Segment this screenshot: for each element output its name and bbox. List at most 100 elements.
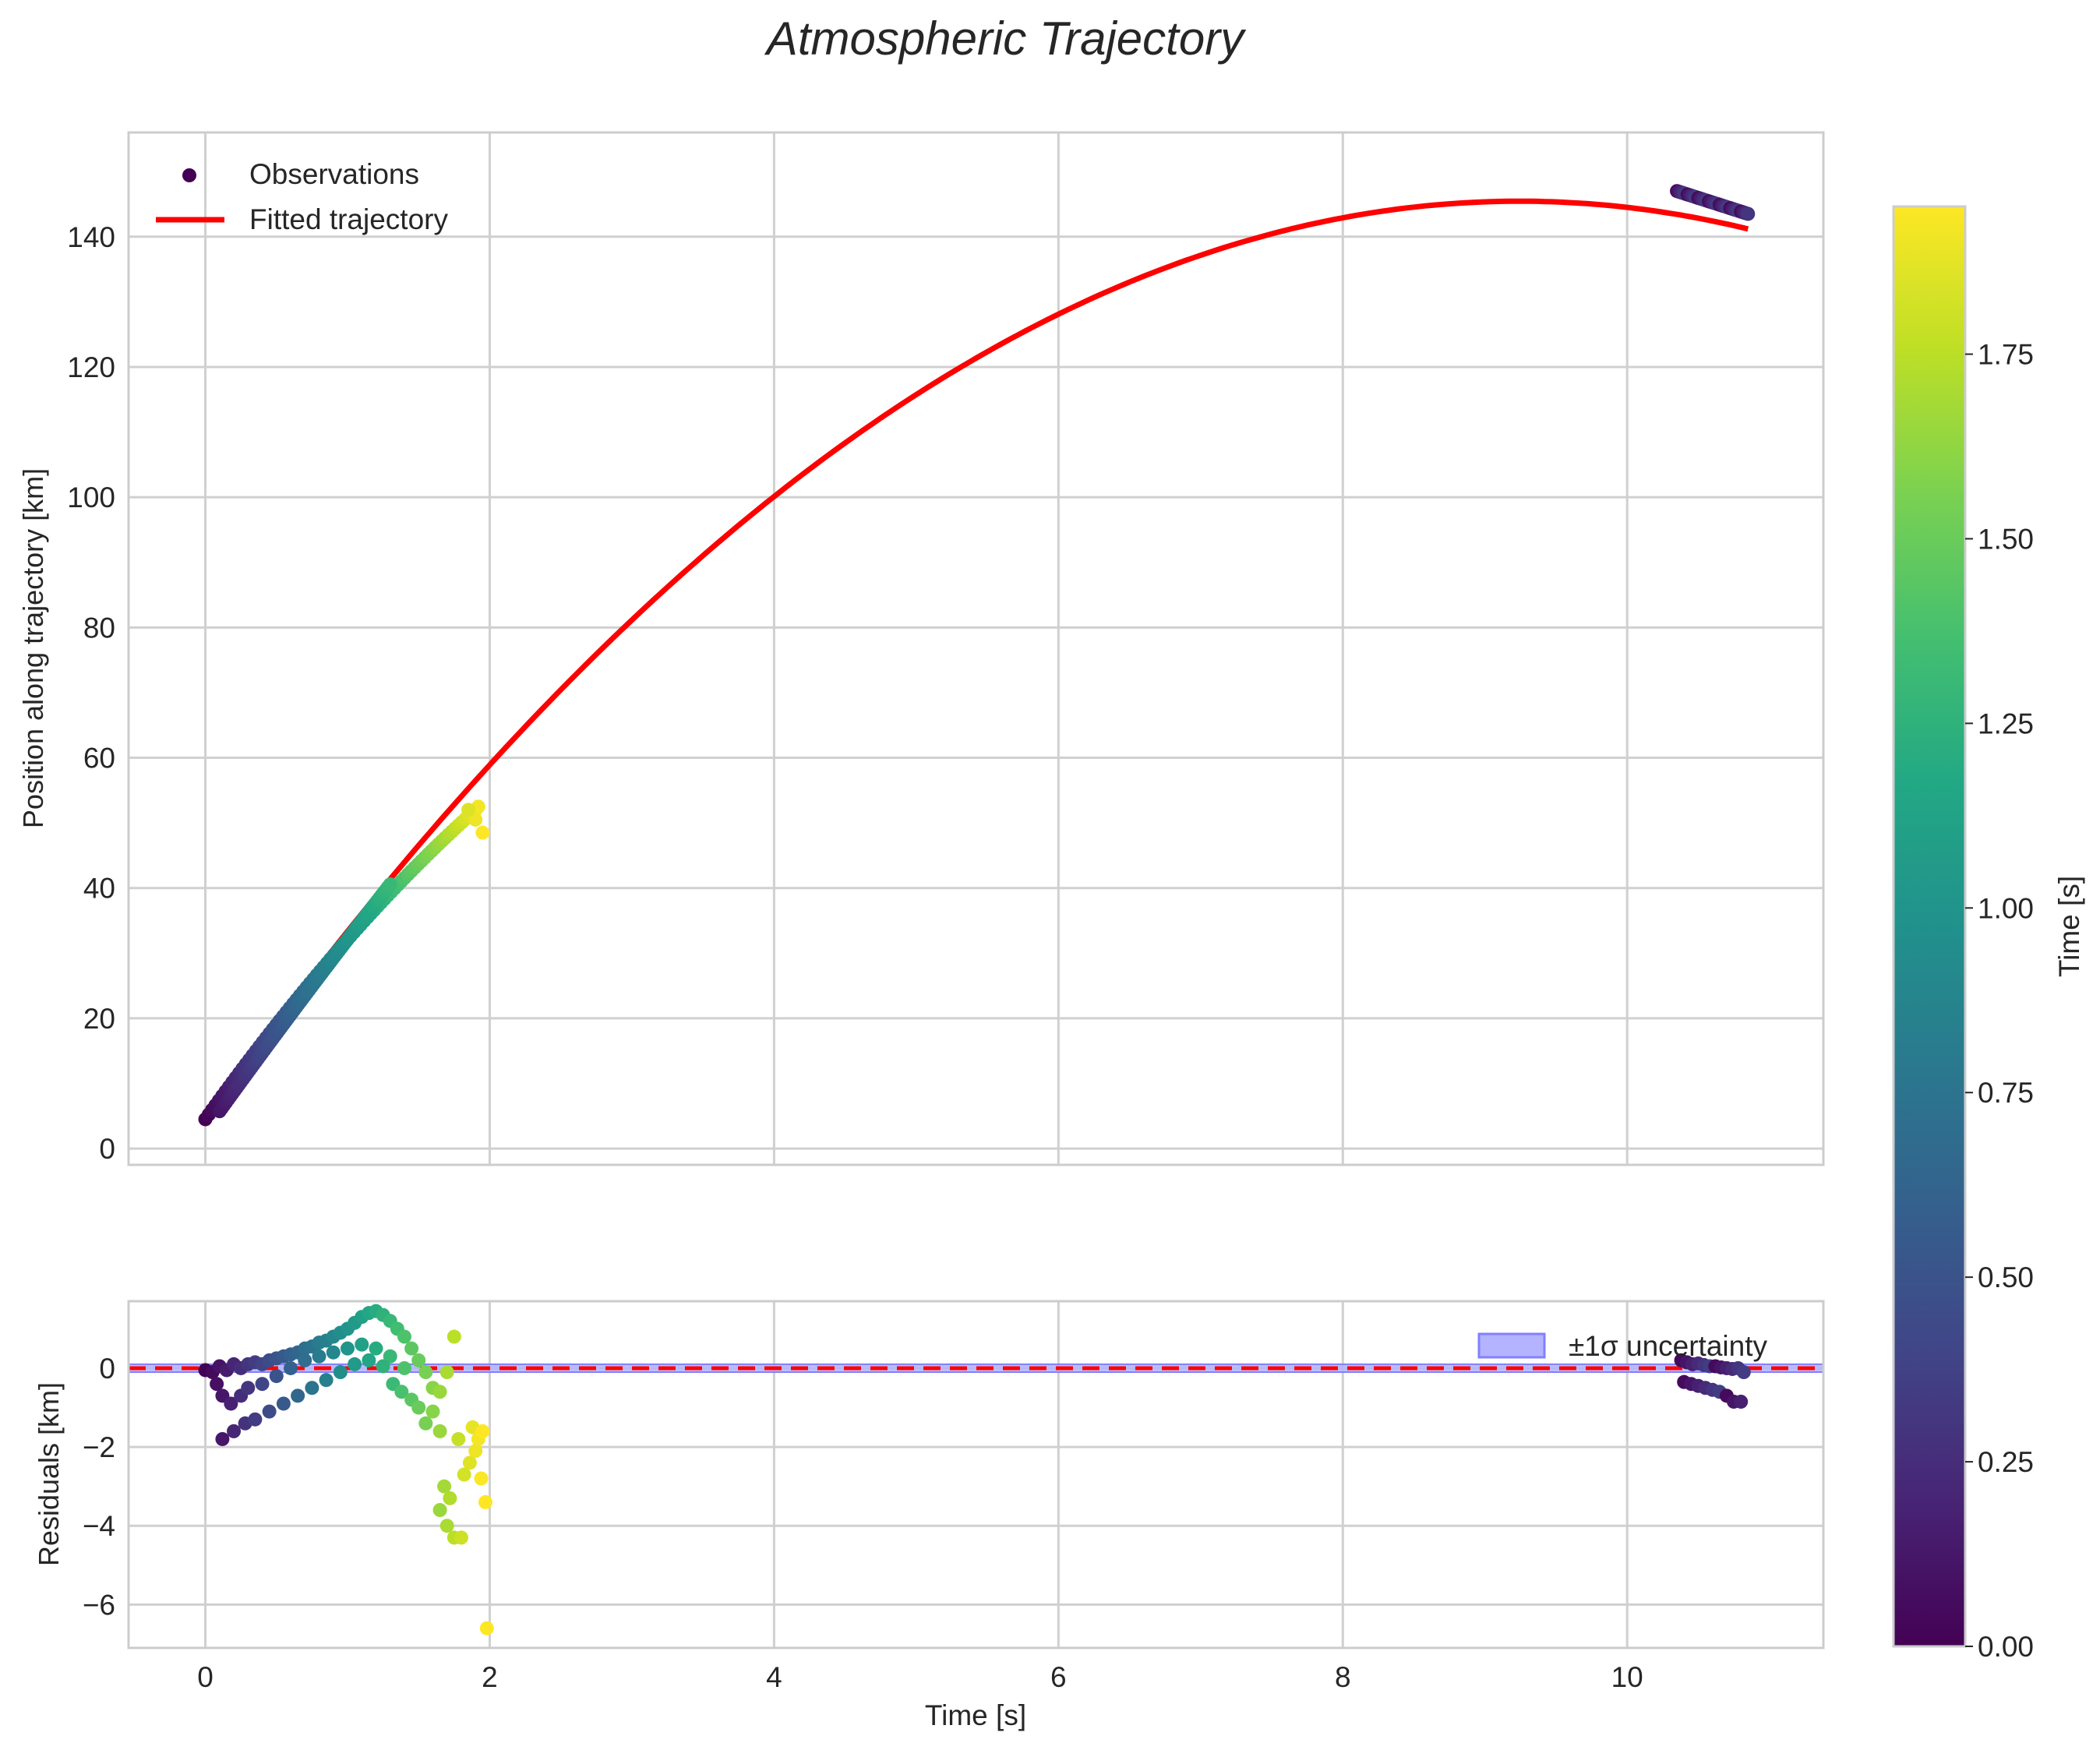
x-tick-label: 6: [1050, 1661, 1067, 1693]
legend-observations-marker: [182, 168, 196, 182]
residual-point: [1736, 1365, 1751, 1380]
top-y-tick-label: 80: [83, 612, 115, 644]
top-panel-frame: [127, 131, 1825, 1166]
x-tick-label: 0: [197, 1661, 214, 1693]
residual-point: [210, 1377, 224, 1392]
residual-point: [369, 1341, 383, 1356]
colorbar-tick-label: 1.00: [1978, 892, 2034, 924]
top-y-tick-label: 100: [67, 482, 115, 513]
colorbar-label: Time [s]: [2053, 876, 2085, 977]
residual-point: [425, 1404, 440, 1419]
residual-point: [432, 1385, 447, 1399]
top-y-tick-label: 140: [67, 221, 115, 253]
colorbar: 0.00 0.25 0.50 0.75 1.00 1.25 1.50 1.75 Time [s…: [1892, 205, 2085, 1663]
residual-point: [446, 1329, 461, 1344]
colorbar-ticks: 0.00 0.25 0.50 0.75 1.00 1.25 1.50 1.75: [1965, 339, 2034, 1663]
x-tick-label: 2: [482, 1661, 498, 1693]
residual-point: [474, 1471, 489, 1486]
legend-band-swatch: [1477, 1332, 1546, 1359]
bottom-panel-y-ticks: 0 −2 −4 −6: [83, 1353, 115, 1621]
residual-point: [241, 1381, 256, 1395]
residual-point: [248, 1412, 263, 1427]
residual-point: [468, 1444, 483, 1459]
colorbar-tick-label: 1.50: [1978, 523, 2034, 555]
residual-point: [437, 1479, 452, 1494]
residual-point: [411, 1400, 426, 1415]
residual-point: [348, 1357, 362, 1371]
colorbar-tick-label: 1.75: [1978, 339, 2034, 371]
residual-point: [355, 1337, 369, 1352]
observation-point: [1741, 206, 1756, 221]
residual-point: [227, 1424, 242, 1438]
residual-point: [411, 1353, 426, 1367]
residual-point: [432, 1503, 447, 1518]
legend-observations-label: Observations: [249, 158, 419, 190]
bottom-y-tick-label: −6: [83, 1589, 115, 1621]
residual-point: [383, 1349, 397, 1364]
top-panel: 0 20 40 60 80 100 120 140 Position along trajec…: [17, 131, 1825, 1166]
residual-point: [397, 1360, 411, 1375]
residual-point: [326, 1345, 341, 1360]
observation-point: [461, 803, 476, 817]
bottom-y-tick-label: −4: [83, 1510, 115, 1542]
residual-point: [262, 1404, 277, 1419]
top-y-tick-label: 20: [83, 1003, 115, 1035]
x-axis-label: Time [s]: [925, 1699, 1026, 1731]
top-panel-grid: [129, 132, 1823, 1165]
residual-point: [454, 1530, 468, 1545]
x-tick-label: 8: [1335, 1661, 1351, 1693]
observation-point: [383, 877, 397, 892]
bottom-panel-frame: [127, 1300, 1825, 1649]
bottom-panel-ylabel: Residuals [km]: [33, 1382, 65, 1566]
residual-point: [298, 1353, 312, 1367]
residual-point: [478, 1494, 492, 1509]
residual-point: [291, 1388, 305, 1403]
top-panel-ylabel: Position along trajectory [km]: [17, 468, 49, 828]
residual-point: [404, 1341, 419, 1356]
residual-point: [439, 1365, 454, 1380]
residual-point: [333, 1365, 348, 1380]
residual-point: [305, 1381, 319, 1395]
bottom-panel: 0 −2 −4 −6 Residuals [km] ±1σ uncertainty: [33, 1300, 1825, 1649]
colorbar-gradient: [1892, 205, 1967, 1648]
observation-point: [475, 825, 490, 840]
top-panel-y-ticks: 0 20 40 60 80 100 120 140: [67, 221, 115, 1165]
residual-point: [1734, 1394, 1749, 1409]
colorbar-tick-label: 0.50: [1978, 1261, 2034, 1293]
residual-point: [457, 1467, 471, 1482]
residual-point: [269, 1369, 284, 1384]
top-y-tick-label: 0: [99, 1133, 115, 1165]
legend-band-label: ±1σ uncertainty: [1569, 1330, 1767, 1362]
residual-point: [479, 1621, 494, 1635]
residual-point: [394, 1385, 409, 1399]
residual-point: [451, 1431, 466, 1446]
residual-point: [224, 1396, 238, 1411]
residual-point: [475, 1424, 490, 1438]
x-tick-label: 4: [766, 1661, 782, 1693]
observation-points: [198, 184, 1756, 1127]
residual-point: [276, 1396, 291, 1411]
residual-point: [418, 1365, 433, 1380]
top-y-tick-label: 40: [83, 873, 115, 905]
residual-point: [362, 1353, 376, 1367]
bottom-y-tick-label: −2: [83, 1431, 115, 1463]
observation-point: [468, 812, 483, 827]
residual-point: [439, 1519, 454, 1533]
residual-point: [255, 1377, 270, 1392]
residual-point: [376, 1359, 390, 1374]
fitted-trajectory-line: [203, 198, 1749, 1121]
residual-point: [462, 1455, 477, 1470]
residual-points: [198, 1304, 1751, 1635]
top-y-tick-label: 60: [83, 743, 115, 774]
top-y-tick-label: 120: [67, 351, 115, 383]
x-tick-label: 10: [1611, 1661, 1643, 1693]
residual-point: [312, 1349, 326, 1364]
x-axis-ticks: 0 2 4 6 8 10: [197, 1661, 1643, 1693]
residual-point: [397, 1329, 411, 1344]
residual-point: [284, 1360, 298, 1375]
residual-point: [340, 1341, 355, 1356]
uncertainty-band: [129, 1363, 1823, 1374]
colorbar-tick-label: 0.25: [1978, 1446, 2034, 1478]
chart-title: Atmospheric Trajectory: [764, 12, 1247, 65]
